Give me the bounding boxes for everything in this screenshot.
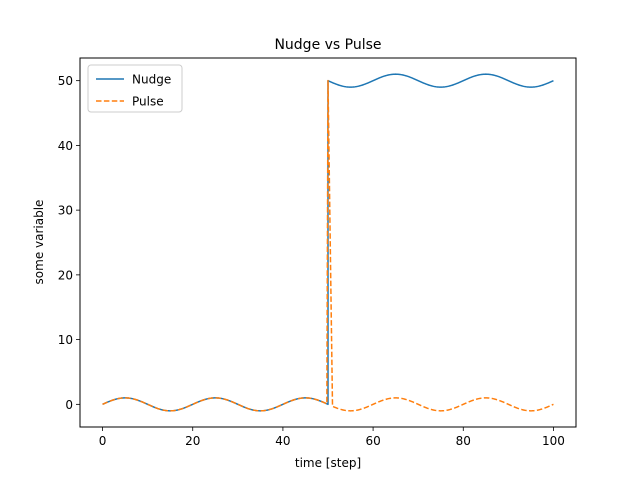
axis-ticks: 0 20 40 60 80 100 0 10 20 30 40 50 xyxy=(58,74,565,448)
y-axis-label: some variable xyxy=(32,200,46,285)
chart-title: Nudge vs Pulse xyxy=(274,37,381,53)
legend-label-pulse: Pulse xyxy=(132,95,164,109)
legend: Nudge Pulse xyxy=(87,64,183,113)
y-tick-label: 40 xyxy=(58,139,73,153)
x-axis-label: time [step] xyxy=(295,456,361,470)
legend-label-nudge: Nudge xyxy=(132,73,171,87)
x-tick-label: 60 xyxy=(365,434,380,448)
x-tick-label: 0 xyxy=(99,434,107,448)
y-tick-label: 0 xyxy=(65,398,73,412)
x-tick-label: 100 xyxy=(542,434,565,448)
series-line-pulse xyxy=(102,79,554,412)
axes-frame xyxy=(79,57,577,428)
x-tick-label: 20 xyxy=(185,434,200,448)
y-tick-label: 30 xyxy=(58,204,73,218)
plot-area xyxy=(102,73,554,412)
x-tick-label: 40 xyxy=(275,434,290,448)
y-tick-label: 50 xyxy=(58,74,73,88)
legend-box xyxy=(87,64,183,113)
y-tick-label: 10 xyxy=(58,333,73,347)
x-tick-label: 80 xyxy=(456,434,471,448)
y-tick-label: 20 xyxy=(58,268,73,282)
